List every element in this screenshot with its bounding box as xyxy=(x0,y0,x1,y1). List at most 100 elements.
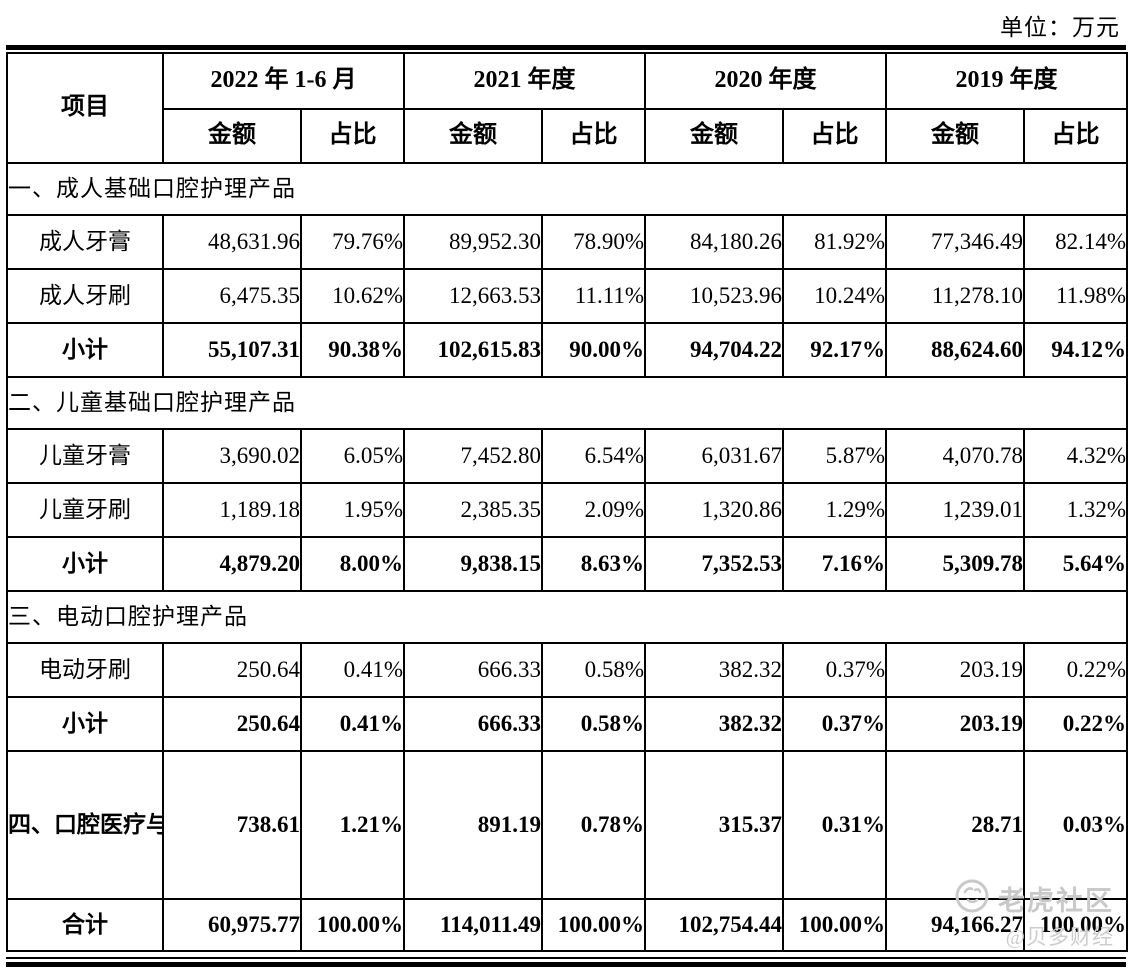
ratio-cell: 100.00% xyxy=(1023,898,1128,952)
ratio-cell: 2.09% xyxy=(541,482,646,538)
amount-cell: 382.32 xyxy=(644,696,784,752)
col-header-amount: 金额 xyxy=(403,108,543,164)
amount-cell: 11,278.10 xyxy=(885,268,1025,324)
ratio-cell: 6.54% xyxy=(541,428,646,484)
amount-cell: 666.33 xyxy=(403,696,543,752)
section-title: 三、电动口腔护理产品 xyxy=(6,590,1128,644)
ratio-cell: 0.03% xyxy=(1023,750,1128,900)
ratio-cell: 0.58% xyxy=(541,696,646,752)
ratio-cell: 6.05% xyxy=(300,428,405,484)
amount-cell: 203.19 xyxy=(885,696,1025,752)
section-row-adult: 一、成人基础口腔护理产品 xyxy=(6,162,1128,216)
ratio-cell: 100.00% xyxy=(300,898,405,952)
amount-cell: 89,952.30 xyxy=(403,214,543,270)
amount-cell: 3,690.02 xyxy=(162,428,302,484)
amount-cell: 6,031.67 xyxy=(644,428,784,484)
amount-cell: 382.32 xyxy=(644,642,784,698)
amount-cell: 114,011.49 xyxy=(403,898,543,952)
amount-cell: 203.19 xyxy=(885,642,1025,698)
row-label: 小计 xyxy=(6,696,164,752)
section-row-children: 二、儿童基础口腔护理产品 xyxy=(6,376,1128,430)
col-header-period-2020: 2020 年度 xyxy=(644,52,887,110)
table-row-electric-toothbrush: 电动牙刷 250.64 0.41% 666.33 0.58% 382.32 0.… xyxy=(6,642,1128,698)
amount-cell: 12,663.53 xyxy=(403,268,543,324)
amount-cell: 9,838.15 xyxy=(403,536,543,592)
row-label: 成人牙膏 xyxy=(6,214,164,270)
col-header-amount: 金额 xyxy=(162,108,302,164)
ratio-cell: 90.00% xyxy=(541,322,646,378)
top-double-rule xyxy=(6,45,1126,52)
amount-cell: 1,320.86 xyxy=(644,482,784,538)
ratio-cell: 7.16% xyxy=(782,536,887,592)
ratio-cell: 0.37% xyxy=(782,642,887,698)
amount-cell: 94,704.22 xyxy=(644,322,784,378)
ratio-cell: 5.64% xyxy=(1023,536,1128,592)
amount-cell: 891.19 xyxy=(403,750,543,900)
ratio-cell: 1.95% xyxy=(300,482,405,538)
amount-cell: 738.61 xyxy=(162,750,302,900)
amount-cell: 1,239.01 xyxy=(885,482,1025,538)
ratio-cell: 92.17% xyxy=(782,322,887,378)
revenue-breakdown-table: 项目 2022 年 1-6 月 2021 年度 2020 年度 2019 年度 … xyxy=(6,52,1128,952)
amount-cell: 5,309.78 xyxy=(885,536,1025,592)
amount-cell: 102,754.44 xyxy=(644,898,784,952)
col-header-period-2021: 2021 年度 xyxy=(403,52,646,110)
ratio-cell: 8.63% xyxy=(541,536,646,592)
col-header-ratio: 占比 xyxy=(782,108,887,164)
ratio-cell: 90.38% xyxy=(300,322,405,378)
bottom-double-rule xyxy=(6,957,1126,967)
ratio-cell: 0.41% xyxy=(300,642,405,698)
ratio-cell: 1.21% xyxy=(300,750,405,900)
col-header-period-2022: 2022 年 1-6 月 xyxy=(162,52,405,110)
row-label: 电动牙刷 xyxy=(6,642,164,698)
amount-cell: 10,523.96 xyxy=(644,268,784,324)
table-row-children-subtotal: 小计 4,879.20 8.00% 9,838.15 8.63% 7,352.5… xyxy=(6,536,1128,592)
ratio-cell: 0.78% xyxy=(541,750,646,900)
section-row-electric: 三、电动口腔护理产品 xyxy=(6,590,1128,644)
col-header-amount: 金额 xyxy=(885,108,1025,164)
ratio-cell: 1.32% xyxy=(1023,482,1128,538)
amount-cell: 6,475.35 xyxy=(162,268,302,324)
col-header-amount: 金额 xyxy=(644,108,784,164)
table-row-children-toothbrush: 儿童牙刷 1,189.18 1.95% 2,385.35 2.09% 1,320… xyxy=(6,482,1128,538)
amount-cell: 94,166.27 xyxy=(885,898,1025,952)
row-label: 小计 xyxy=(6,536,164,592)
ratio-cell: 11.98% xyxy=(1023,268,1128,324)
ratio-cell: 1.29% xyxy=(782,482,887,538)
col-header-period-2019: 2019 年度 xyxy=(885,52,1128,110)
table-row-children-toothpaste: 儿童牙膏 3,690.02 6.05% 7,452.80 6.54% 6,031… xyxy=(6,428,1128,484)
amount-cell: 60,975.77 xyxy=(162,898,302,952)
amount-cell: 250.64 xyxy=(162,642,302,698)
col-header-ratio: 占比 xyxy=(541,108,646,164)
amount-cell: 4,879.20 xyxy=(162,536,302,592)
amount-cell: 28.71 xyxy=(885,750,1025,900)
section-title: 一、成人基础口腔护理产品 xyxy=(6,162,1128,216)
financial-table-area: 项目 2022 年 1-6 月 2021 年度 2020 年度 2019 年度 … xyxy=(6,45,1128,967)
ratio-cell: 5.87% xyxy=(782,428,887,484)
ratio-cell: 8.00% xyxy=(300,536,405,592)
amount-cell: 666.33 xyxy=(403,642,543,698)
ratio-cell: 4.32% xyxy=(1023,428,1128,484)
amount-cell: 7,452.80 xyxy=(403,428,543,484)
ratio-cell: 100.00% xyxy=(782,898,887,952)
amount-cell: 84,180.26 xyxy=(644,214,784,270)
header-row-subcolumns: 金额 占比 金额 占比 金额 占比 金额 占比 xyxy=(7,108,1128,164)
amount-cell: 315.37 xyxy=(644,750,784,900)
row-label: 儿童牙膏 xyxy=(6,428,164,484)
amount-cell: 250.64 xyxy=(162,696,302,752)
col-header-item: 项目 xyxy=(6,52,164,164)
ratio-cell: 100.00% xyxy=(541,898,646,952)
row-label: 儿童牙刷 xyxy=(6,482,164,538)
row-label: 合计 xyxy=(6,898,164,952)
ratio-cell: 11.11% xyxy=(541,268,646,324)
row-label: 四、口腔医疗与美容护理等产品 xyxy=(6,750,164,900)
col-header-ratio: 占比 xyxy=(300,108,405,164)
table-row-oral-medical: 四、口腔医疗与美容护理等产品 738.61 1.21% 891.19 0.78%… xyxy=(6,750,1128,900)
ratio-cell: 0.22% xyxy=(1023,642,1128,698)
amount-cell: 55,107.31 xyxy=(162,322,302,378)
table-row-adult-toothbrush: 成人牙刷 6,475.35 10.62% 12,663.53 11.11% 10… xyxy=(6,268,1128,324)
section-title: 二、儿童基础口腔护理产品 xyxy=(6,376,1128,430)
ratio-cell: 79.76% xyxy=(300,214,405,270)
ratio-cell: 0.58% xyxy=(541,642,646,698)
row-label: 小计 xyxy=(6,322,164,378)
